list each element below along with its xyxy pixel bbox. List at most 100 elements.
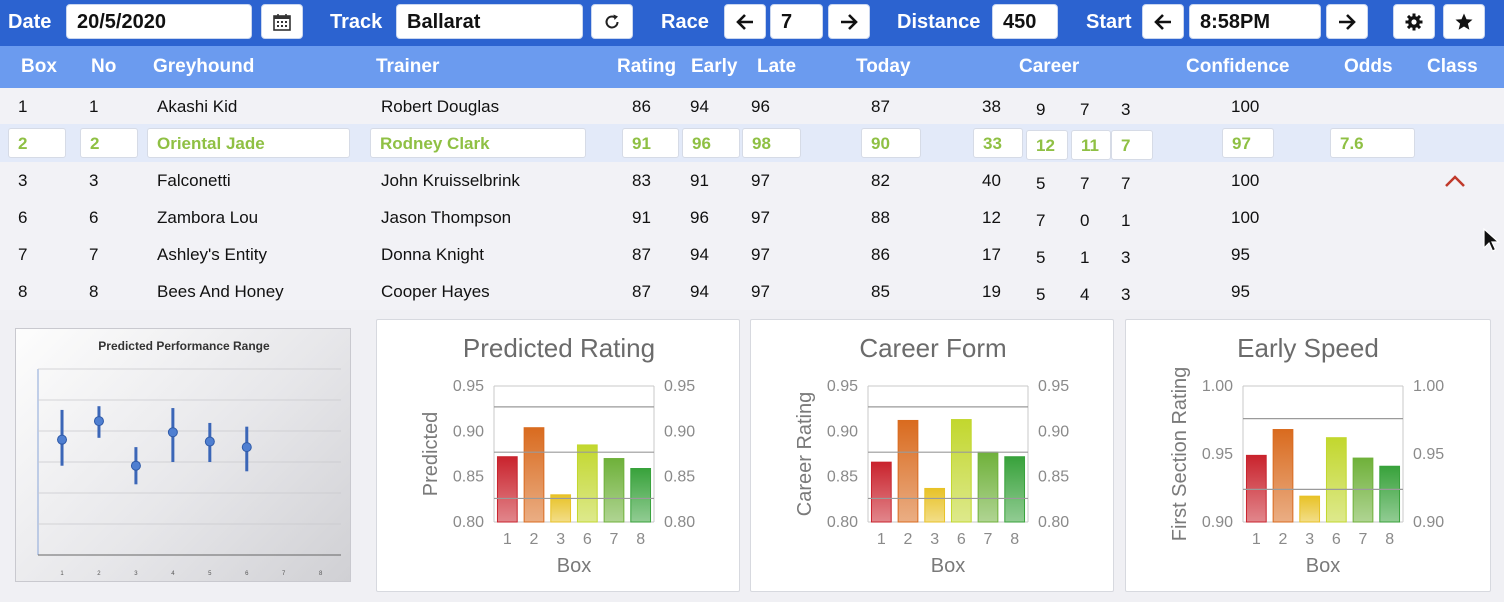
column-header-rating[interactable]: Rating (617, 56, 677, 77)
race-prev-button[interactable] (724, 4, 766, 39)
cell-career-wins[interactable]: 12 (1026, 130, 1068, 160)
refresh-button[interactable] (591, 4, 633, 39)
cell-trainer: Cooper Hayes (381, 282, 490, 301)
bar (1352, 457, 1374, 523)
cell-box: 1 (18, 97, 28, 116)
x-tick-label: 6 (1332, 531, 1341, 548)
race-field[interactable]: 7 (770, 4, 823, 39)
chart-title: Career Form (859, 333, 1006, 363)
y-tick-label-right: 0.80 (664, 514, 695, 531)
distance-field[interactable]: 450 (992, 4, 1058, 39)
column-header-class[interactable]: Class (1427, 56, 1478, 77)
cell-greyhound: Akashi Kid (157, 97, 238, 116)
x-axis-label: Box (557, 555, 591, 577)
x-tick-label: 8 (1010, 531, 1019, 548)
y-tick-label-right: 0.85 (664, 469, 695, 486)
column-header-box[interactable]: Box (21, 56, 57, 77)
cell-career-thirds: 3 (1121, 248, 1131, 267)
cell-late: 97 (751, 171, 770, 190)
y-tick-label-right: 0.90 (664, 423, 695, 440)
x-tick-label: 2 (530, 531, 539, 548)
cell-career-starts[interactable]: 33 (973, 128, 1023, 158)
cell-odds[interactable]: 7.6 (1330, 128, 1415, 158)
cell-greyhound[interactable]: Oriental Jade (147, 128, 350, 158)
range-point (57, 434, 68, 445)
column-header-greyhound[interactable]: Greyhound (153, 56, 255, 77)
x-axis-label: Box (931, 555, 965, 577)
chart-title: Predicted Performance Range (98, 339, 270, 353)
table-row-selected[interactable]: 2 2 Oriental Jade Rodney Clark 91 96 98 … (0, 124, 1504, 162)
track-label: Track (330, 11, 383, 33)
track-field[interactable]: Ballarat (396, 4, 583, 39)
range-point (130, 460, 141, 471)
predicted-rating-chart: Predicted Rating 0.80 0.80 0.85 0.85 0.90 0.90… (420, 333, 695, 577)
table-row[interactable]: 3 3 Falconetti John Kruisselbrink 83 91 … (0, 162, 1504, 198)
cell-box[interactable]: 2 (8, 128, 66, 158)
column-header-trainer[interactable]: Trainer (376, 56, 440, 77)
cell-career-wins: 7 (1036, 211, 1046, 230)
y-tick-label-right: 0.80 (1038, 514, 1069, 531)
y-tick-label-right: 0.90 (1038, 423, 1069, 440)
table-row[interactable]: 8 8 Bees And Honey Cooper Hayes 87 94 97… (0, 273, 1504, 309)
cell-confidence[interactable]: 97 (1222, 128, 1274, 158)
table-row[interactable]: 7 7 Ashley's Entity Donna Knight 87 94 9… (0, 236, 1504, 272)
cell-confidence: 100 (1231, 208, 1260, 227)
bar (603, 458, 625, 523)
cell-early: 94 (690, 97, 709, 116)
settings-button[interactable] (1393, 4, 1435, 39)
cell-rating[interactable]: 91 (622, 128, 679, 158)
cell-trainer[interactable]: Rodney Clark (370, 128, 586, 158)
cell-career-seconds: 1 (1080, 248, 1090, 267)
y-tick-label-right: 0.95 (1038, 378, 1069, 395)
arrow-right-icon (1339, 13, 1356, 30)
cell-confidence: 100 (1231, 171, 1260, 190)
cell-career-seconds[interactable]: 11 (1071, 130, 1111, 160)
race-next-button[interactable] (828, 4, 870, 39)
cell-today: 88 (871, 208, 890, 227)
cell-early[interactable]: 96 (682, 128, 740, 158)
cell-today[interactable]: 90 (861, 128, 921, 158)
favorite-button[interactable] (1443, 4, 1485, 39)
y-tick-label-left: 0.95 (1202, 446, 1233, 463)
column-header-confidence[interactable]: Confidence (1186, 56, 1290, 77)
start-next-button[interactable] (1326, 4, 1368, 39)
column-header-career[interactable]: Career (1019, 56, 1080, 77)
cell-career-thirds: 1 (1121, 211, 1131, 230)
column-header-no[interactable]: No (91, 56, 117, 77)
start-prev-button[interactable] (1142, 4, 1184, 39)
cell-career-seconds: 7 (1080, 174, 1090, 193)
x-tick-label: 3 (1305, 531, 1314, 548)
bar (523, 427, 545, 523)
table-header: Box No Greyhound Trainer Rating Early La… (0, 46, 1504, 88)
date-field[interactable]: 20/5/2020 (66, 4, 252, 39)
column-header-today[interactable]: Today (856, 56, 911, 77)
range-point (93, 416, 104, 427)
column-header-early[interactable]: Early (691, 56, 738, 77)
cell-career-thirds: 7 (1121, 174, 1131, 193)
y-tick-label-left: 0.80 (827, 514, 858, 531)
chevron-up-icon[interactable] (1444, 174, 1466, 188)
table-row[interactable]: 6 6 Zambora Lou Jason Thompson 91 96 97 … (0, 199, 1504, 235)
cell-rating: 87 (632, 282, 651, 301)
cell-trainer: Robert Douglas (381, 97, 500, 116)
cell-confidence: 95 (1231, 282, 1250, 301)
cell-late[interactable]: 98 (742, 128, 801, 158)
cell-confidence: 95 (1231, 245, 1250, 264)
x-axis-label: Box (1306, 555, 1340, 577)
calendar-button[interactable] (261, 4, 303, 39)
cell-no: 8 (89, 282, 99, 301)
column-header-odds[interactable]: Odds (1344, 56, 1393, 77)
start-time-field[interactable]: 8:58PM (1189, 4, 1321, 39)
cell-career-thirds: 3 (1121, 100, 1131, 119)
y-tick-label-right: 1.00 (1413, 378, 1444, 395)
x-tick-label: 2 (97, 571, 101, 577)
column-header-late[interactable]: Late (757, 56, 797, 77)
cell-no[interactable]: 2 (80, 128, 138, 158)
cell-late: 96 (751, 97, 770, 116)
bar (1379, 465, 1401, 523)
cell-late: 97 (751, 282, 770, 301)
cell-career-thirds[interactable]: 7 (1111, 130, 1153, 160)
cell-no: 3 (89, 171, 99, 190)
table-row[interactable]: 1 1 Akashi Kid Robert Douglas 86 94 96 8… (0, 88, 1504, 124)
cell-box: 3 (18, 171, 28, 190)
